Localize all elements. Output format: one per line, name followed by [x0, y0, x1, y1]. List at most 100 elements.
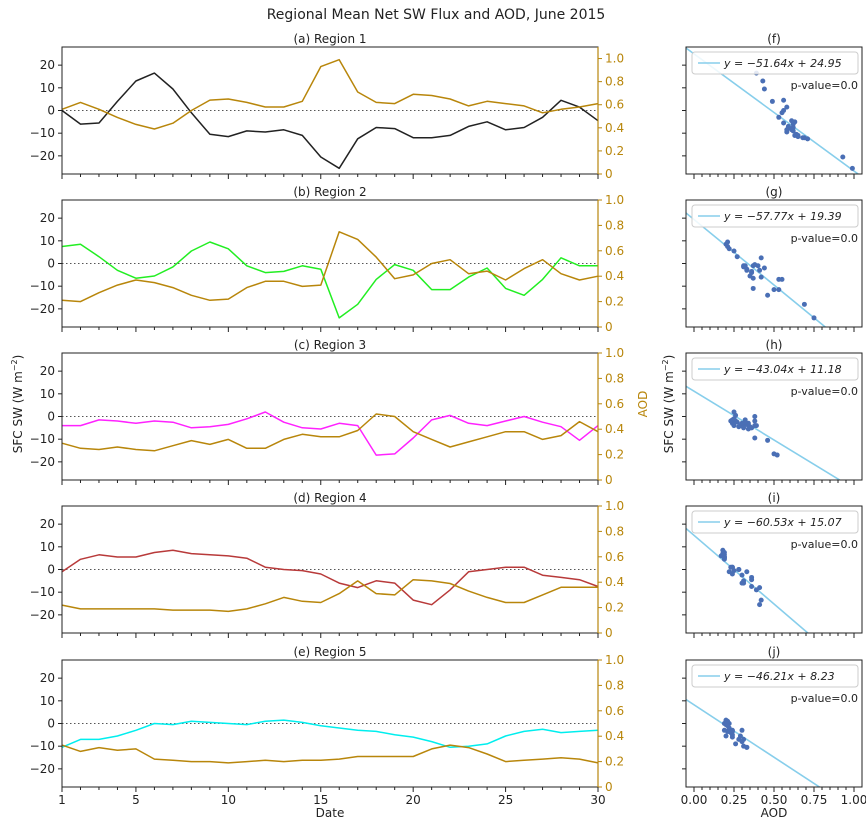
scatter-point	[750, 285, 756, 291]
aod-tick-label: 0.4	[605, 575, 624, 589]
p-value-label: p-value=0.0	[791, 538, 858, 551]
x-tick-label: 0.25	[721, 793, 748, 807]
aod-tick-label: 1.0	[605, 52, 624, 66]
x-tick-label: 15	[313, 793, 328, 807]
scatter-point	[739, 739, 745, 745]
y-tick-label: −20	[30, 302, 55, 316]
y-tick-label: 10	[40, 81, 55, 95]
y-tick-label: 20	[40, 211, 55, 225]
scatter-point	[726, 728, 732, 734]
panel-title: (e) Region 5	[293, 645, 366, 659]
scatter-point	[761, 265, 767, 271]
scatter-point	[781, 120, 787, 126]
p-value-label: p-value=0.0	[791, 692, 858, 705]
panel-title: (j)	[768, 645, 781, 659]
scatter-point	[731, 248, 737, 254]
fit-equation: y = −46.21x + 8.23	[723, 670, 835, 683]
scatter-point	[755, 263, 761, 269]
aod-tick-label: 0.6	[605, 244, 624, 258]
sw-flux-line	[61, 549, 599, 606]
aod-tick-label: 0.2	[605, 755, 624, 769]
line-panel-5: (e) Region 5 −20 −10 0 10 20 0 0.2 0.4 0.6 0.8 1.0 1…	[30, 645, 624, 820]
scatter-point	[737, 733, 743, 739]
aod-tick-label: 0.8	[605, 371, 624, 385]
y-tick-label: −10	[30, 126, 55, 140]
y-tick-label: 0	[47, 104, 55, 118]
y-tick-label: −20	[30, 149, 55, 163]
scatter-point	[742, 419, 748, 425]
scatter-point	[749, 577, 755, 583]
y-tick-label: 0	[47, 257, 55, 271]
y-tick-label: 20	[40, 517, 55, 531]
sw-flux-line	[61, 241, 598, 319]
aod-tick-label: 0.4	[605, 269, 624, 283]
x-tick-label: 0.00	[681, 793, 708, 807]
sw-flux-line	[61, 719, 599, 749]
y-tick-label: 20	[40, 58, 55, 72]
aod-tick-label: 0.8	[605, 218, 624, 232]
x-tick-label: 20	[406, 793, 421, 807]
aod-tick-label: 0	[605, 320, 613, 334]
panel-title: (a) Region 1	[293, 32, 366, 46]
aod-tick-label: 0	[605, 473, 613, 487]
scatter-point	[789, 118, 795, 124]
scatter-point	[785, 125, 791, 131]
panel-title: (c) Region 3	[294, 338, 366, 352]
scatter-point	[765, 292, 771, 298]
aod-tick-label: 0.2	[605, 601, 624, 615]
scatter-point	[765, 437, 771, 443]
y-tick-label: −10	[30, 739, 55, 753]
scatter-point	[758, 274, 764, 280]
scatter-point	[771, 287, 777, 293]
scatter-point	[801, 301, 807, 307]
aod-tick-label: 0.2	[605, 448, 624, 462]
aod-line	[61, 58, 599, 130]
aod-tick-label: 0.6	[605, 550, 624, 564]
panel-title: (d) Region 4	[293, 491, 366, 505]
fit-line	[686, 698, 821, 787]
scatter-point	[779, 110, 785, 116]
aod-line	[61, 744, 599, 764]
y-tick-label: 10	[40, 387, 55, 401]
aod-tick-label: 1.0	[605, 653, 624, 667]
aod-tick-label: 0	[605, 626, 613, 640]
fit-equation: y = −60.53x + 15.07	[723, 516, 842, 529]
scatter-point	[729, 564, 735, 570]
scatter-point	[733, 412, 739, 418]
scatter-point	[811, 315, 817, 321]
p-value-label: p-value=0.0	[791, 79, 858, 92]
aod-tick-label: 0.4	[605, 729, 624, 743]
y-tick-label: −10	[30, 585, 55, 599]
x-tick-label: 10	[221, 793, 236, 807]
x-axis-label: AOD	[761, 806, 788, 820]
aod-tick-label: 1.0	[605, 346, 624, 360]
panel-title: (f)	[767, 32, 781, 46]
y-tick-label: −10	[30, 279, 55, 293]
scatter-point	[747, 424, 753, 430]
scatter-point	[758, 597, 764, 603]
scatter-panel-2: (g) y = −57.77x + 19.39 p-value=0.0	[682, 185, 863, 332]
y-tick-label: 0	[47, 410, 55, 424]
scatter-point	[781, 97, 787, 103]
y-tick-label: −20	[30, 762, 55, 776]
aod-tick-label: 0.8	[605, 524, 624, 538]
fit-equation: y = −57.77x + 19.39	[723, 210, 842, 223]
p-value-label: p-value=0.0	[791, 385, 858, 398]
aod-tick-label: 0.2	[605, 295, 624, 309]
y-tick-label: −20	[30, 608, 55, 622]
scatter-point	[752, 418, 758, 424]
scatter-point	[761, 86, 767, 92]
x-tick-label: 0.50	[761, 793, 788, 807]
scatter-point	[757, 602, 763, 608]
line-panel-4: (d) Region 4 −20 −10 0 10 20 0 0.2 0.4 0.6 0.8 1.0	[30, 491, 624, 640]
scatter-panel-4: (i) y = −60.53x + 15.07 p-value=0.0	[682, 491, 863, 638]
scatter-point	[741, 743, 747, 749]
aod-line	[61, 231, 599, 303]
scatter-point	[736, 567, 742, 572]
scatter-point	[776, 287, 782, 293]
sw-flux-line	[62, 411, 599, 456]
y-tick-label: −10	[30, 432, 55, 446]
scatter-point	[733, 741, 739, 747]
aod-tick-label: 0.6	[605, 704, 624, 718]
